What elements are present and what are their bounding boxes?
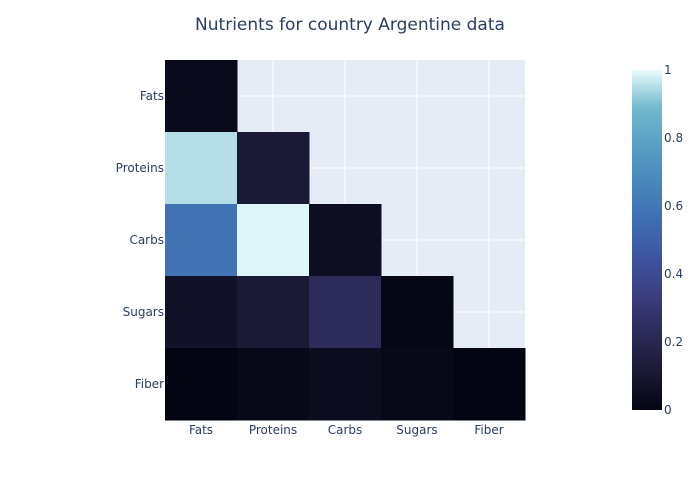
heatmap-cell-carbs-carbs	[309, 204, 382, 277]
colorbar-gradient	[632, 70, 662, 410]
heatmap-cell-carbs-proteins	[237, 204, 310, 277]
x-tick-label: Carbs	[328, 423, 363, 437]
heatmap-cell-proteins-fats	[165, 132, 238, 205]
y-tick-label: Sugars	[123, 305, 164, 319]
heatmap-cells	[165, 60, 526, 421]
heatmap-cell-sugars-carbs	[309, 276, 382, 349]
heatmap-cell-fiber-fiber	[453, 348, 526, 421]
colorbar-tick-label: 1	[664, 63, 672, 77]
x-tick-label: Sugars	[396, 423, 437, 437]
heatmap-cell-fiber-fats	[165, 348, 238, 421]
colorbar-tick-label: 0	[664, 403, 672, 417]
heatmap-cell-fats-fats	[165, 60, 238, 133]
heatmap-cell-sugars-proteins	[237, 276, 310, 349]
x-tick-label: Fiber	[474, 423, 503, 437]
heatmap-cell-sugars-fats	[165, 276, 238, 349]
y-tick-label: Fats	[140, 89, 164, 103]
heatmap-cell-sugars-sugars	[381, 276, 454, 349]
colorbar-tick-label: 0.4	[664, 267, 683, 281]
heatmap-cell-carbs-fats	[165, 204, 238, 277]
x-tick-label: Proteins	[249, 423, 297, 437]
colorbar-tick-label: 0.2	[664, 335, 683, 349]
colorbar: 0 0.2 0.4 0.6 0.8 1	[632, 63, 683, 417]
heatmap-cell-fiber-carbs	[309, 348, 382, 421]
y-tick-label: Fiber	[135, 377, 164, 391]
x-axis: Fats Proteins Carbs Sugars Fiber	[189, 423, 504, 437]
x-tick-label: Fats	[189, 423, 213, 437]
y-axis: Fats Proteins Carbs Sugars Fiber	[116, 89, 164, 391]
y-tick-label: Proteins	[116, 161, 164, 175]
heatmap-cell-fiber-sugars	[381, 348, 454, 421]
colorbar-tick-label: 0.8	[664, 131, 683, 145]
heatmap-cell-proteins-proteins	[237, 132, 310, 205]
colorbar-tick-label: 0.6	[664, 199, 683, 213]
y-tick-label: Carbs	[129, 233, 164, 247]
heatmap-cell-fiber-proteins	[237, 348, 310, 421]
chart-title: Nutrients for country Argentine data	[195, 15, 505, 35]
